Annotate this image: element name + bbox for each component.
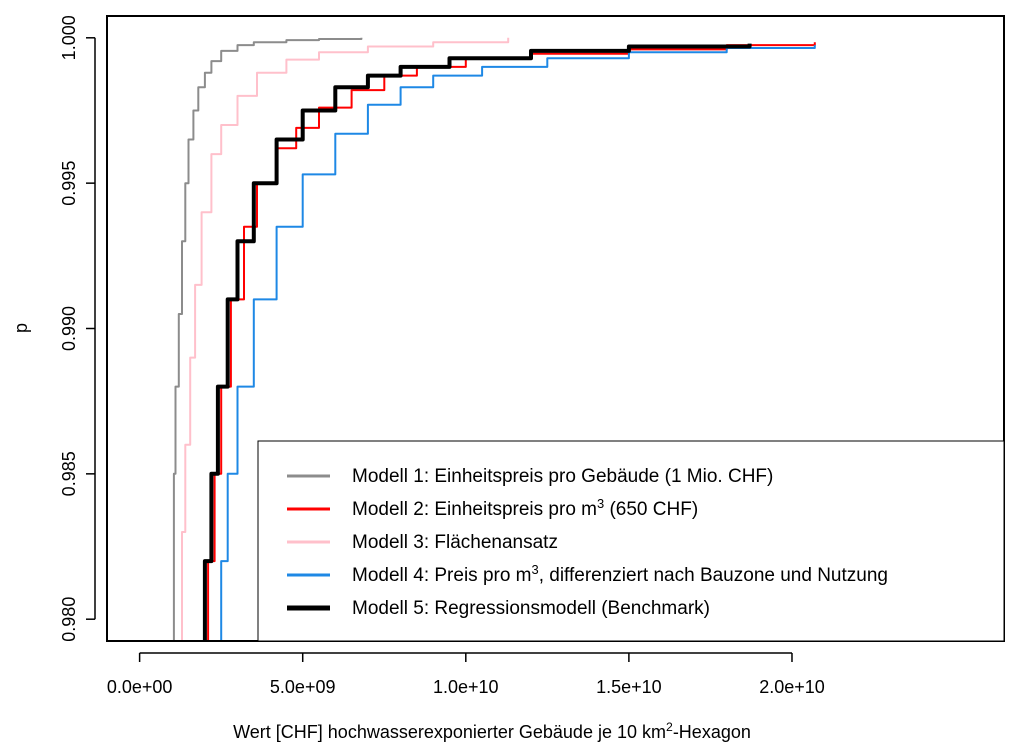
- y-axis: 0.980 0.985 0.990 0.995 1.000: [59, 15, 96, 642]
- legend-label: Modell 2: Einheitspreis pro m3 (650 CHF): [352, 496, 698, 520]
- x-tick-label: 0.0e+00: [107, 677, 173, 697]
- x-axis-label: Wert [CHF] hochwasserexponierter Gebäude…: [233, 720, 751, 742]
- y-tick-label: 0.985: [59, 451, 79, 496]
- series-line-modell-5: [202, 43, 752, 641]
- legend-label: Modell 3: Flächenansatz: [352, 532, 558, 553]
- series-line-modell-4: [220, 45, 816, 641]
- x-tick-label: 2.0e+10: [759, 677, 825, 697]
- series-line-modell-3: [181, 37, 510, 641]
- y-tick-label: 0.990: [59, 306, 79, 351]
- y-tick-label: 1.000: [59, 15, 79, 60]
- legend-label: Modell 4: Preis pro m3, differenziert na…: [352, 562, 888, 586]
- x-tick-label: 1.0e+10: [433, 677, 499, 697]
- series-layer: [172, 37, 816, 641]
- x-axis: 0.0e+00 5.0e+09 1.0e+10 1.5e+10 2.0e+10: [107, 652, 825, 697]
- x-tick-label: 1.5e+10: [596, 677, 662, 697]
- legend-box: [257, 440, 1005, 642]
- legend-label: Modell 1: Einheitspreis pro Gebäude (1 M…: [352, 466, 773, 487]
- legend: Modell 1: Einheitspreis pro Gebäude (1 M…: [257, 440, 1005, 642]
- y-tick-label: 0.980: [59, 597, 79, 642]
- x-tick-label: 5.0e+09: [270, 677, 336, 697]
- y-tick-label: 0.995: [59, 161, 79, 206]
- series-line-modell-2: [207, 42, 816, 641]
- y-axis-label: p: [11, 323, 31, 333]
- legend-label: Modell 5: Regressionsmodell (Benchmark): [352, 598, 710, 619]
- series-line-modell-1: [172, 37, 363, 641]
